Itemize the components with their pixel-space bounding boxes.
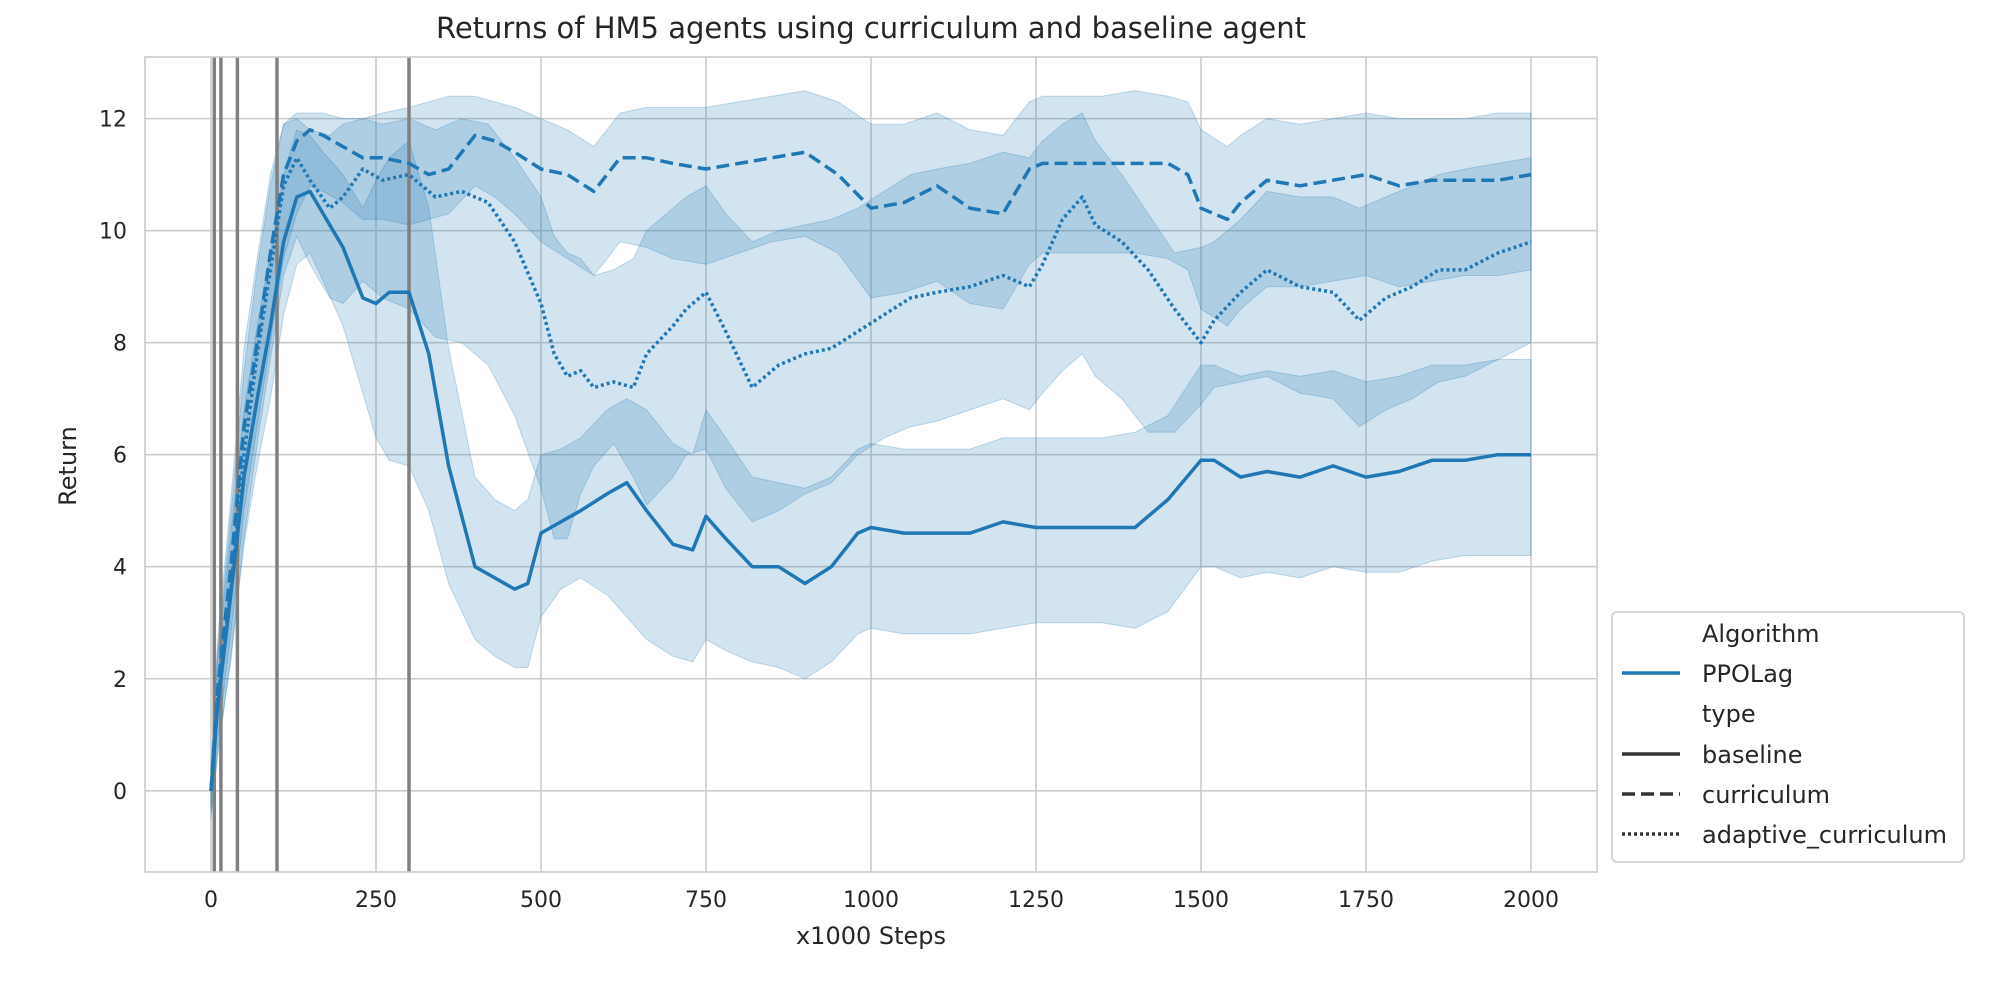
legend-label-baseline: baseline [1702, 741, 1803, 769]
x-tick-500: 500 [520, 888, 562, 913]
x-tick-1500: 1500 [1173, 888, 1229, 913]
y-tick-8: 8 [113, 332, 127, 357]
legend-title-algorithm: Algorithm [1702, 620, 1820, 648]
legend-label-ppolag: PPOLag [1702, 660, 1793, 688]
x-tick-250: 250 [355, 888, 397, 913]
y-tick-2: 2 [113, 668, 127, 693]
legend-box [1611, 611, 1965, 863]
x-axis-label: x1000 Steps [796, 922, 946, 950]
y-axis-label: Return [54, 426, 82, 506]
line-curriculum [209, 128, 1532, 791]
y-tick-6: 6 [113, 444, 127, 469]
y-tick-12: 12 [99, 108, 127, 133]
x-tick-750: 750 [685, 888, 727, 913]
y-tick-10: 10 [99, 220, 127, 245]
legend: Algorithm PPOLag type baseline curriculu… [1611, 611, 1965, 863]
legend-label-adaptive-curriculum: adaptive_curriculum [1702, 821, 1947, 849]
x-tick-1000: 1000 [843, 888, 899, 913]
confidence-bands [210, 90, 1532, 819]
grid [145, 57, 1597, 872]
x-tick-labels: 0 250 500 750 1000 1250 1500 1750 2000 [204, 888, 1559, 913]
x-tick-1750: 1750 [1338, 888, 1394, 913]
band-curriculum [210, 90, 1532, 808]
legend-label-curriculum: curriculum [1702, 781, 1830, 809]
band-adaptive-curriculum [210, 112, 1532, 819]
chart-title: Returns of HM5 agents using curriculum a… [436, 11, 1306, 45]
line-baseline [209, 189, 1531, 791]
band-baseline [210, 129, 1532, 814]
x-tick-0: 0 [204, 888, 218, 913]
x-tick-2000: 2000 [1503, 888, 1559, 913]
plot-area-frame [144, 56, 1598, 873]
legend-title-type: type [1702, 700, 1756, 728]
x-tick-1250: 1250 [1008, 888, 1064, 913]
y-tick-0: 0 [113, 780, 127, 805]
y-tick-labels: 0 2 4 6 8 10 12 [99, 108, 127, 805]
y-tick-4: 4 [113, 556, 127, 581]
series-lines [209, 128, 1532, 791]
